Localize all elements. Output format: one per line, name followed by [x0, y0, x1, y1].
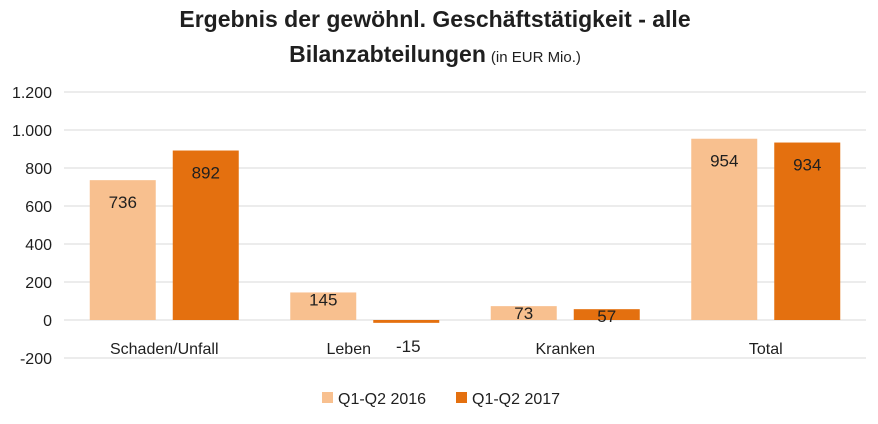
- category-label: Kranken: [535, 341, 595, 358]
- chart-title-line2: Bilanzabteilungen: [289, 41, 486, 67]
- chart-title: Ergebnis der gewöhnl. Geschäftstätigkeit…: [179, 6, 690, 67]
- chart-title-line2-group: Bilanzabteilungen (in EUR Mio.): [289, 41, 581, 67]
- x-axis: Schaden/Unfall Leben Kranken Total: [110, 341, 783, 358]
- data-label: 73: [514, 304, 533, 323]
- data-label: 57: [597, 307, 616, 326]
- legend: Q1-Q2 2016 Q1-Q2 2017: [322, 391, 560, 408]
- y-tick-label: 0: [43, 313, 52, 330]
- category-label: Leben: [327, 341, 372, 358]
- data-label: 892: [192, 164, 220, 183]
- bar: [373, 320, 440, 323]
- legend-label: Q1-Q2 2017: [472, 391, 560, 408]
- bar: [172, 150, 239, 320]
- bar: [490, 306, 557, 320]
- bar: [290, 292, 357, 320]
- y-tick-label: -200: [20, 351, 52, 368]
- data-labels: 736 892 145 -15 73 57 954 934: [109, 152, 822, 356]
- bars: [89, 138, 841, 323]
- data-label: -15: [396, 337, 421, 356]
- category-label: Total: [749, 341, 783, 358]
- bar: [573, 309, 640, 320]
- bar: [89, 180, 156, 320]
- y-tick-label: 1.200: [12, 85, 52, 102]
- data-label: 145: [309, 290, 337, 309]
- bar: [774, 142, 841, 320]
- y-axis: -200 0 200 400 600 800 1.000 1.200: [12, 85, 52, 368]
- y-tick-label: 200: [25, 275, 52, 292]
- chart-title-line1: Ergebnis der gewöhnl. Geschäftstätigkeit…: [179, 6, 690, 32]
- y-tick-label: 800: [25, 161, 52, 178]
- chart-subtitle: (in EUR Mio.): [491, 49, 581, 66]
- legend-swatch: [456, 392, 467, 403]
- data-label: 736: [109, 193, 137, 212]
- y-tick-label: 400: [25, 237, 52, 254]
- y-tick-label: 600: [25, 199, 52, 216]
- category-label: Schaden/Unfall: [110, 341, 219, 358]
- data-label: 934: [793, 156, 821, 175]
- y-tick-label: 1.000: [12, 123, 52, 140]
- legend-swatch: [322, 392, 333, 403]
- legend-label: Q1-Q2 2016: [338, 391, 426, 408]
- data-label: 954: [710, 152, 738, 171]
- bar: [691, 138, 758, 320]
